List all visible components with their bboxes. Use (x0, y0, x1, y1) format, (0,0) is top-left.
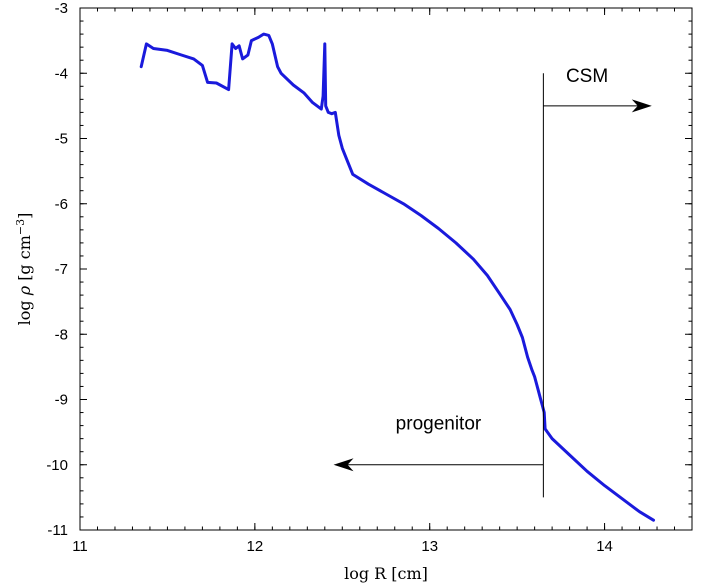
annotation-arrow-head (333, 458, 354, 472)
y-tick-label: -5 (55, 131, 68, 148)
annotation-label: CSM (566, 66, 608, 87)
y-tick-label: -7 (55, 261, 68, 278)
y-tick-label: -9 (55, 392, 68, 409)
y-tick-label: -6 (55, 196, 68, 213)
axis-tick-labels: 11 12 13 14 -11 -10 -9 -8 -7 -6 -5 -4 -3 (46, 0, 613, 555)
axis-ticks (79, 7, 693, 531)
annotations: CSM progenitor (333, 66, 652, 472)
y-axis-label: log ρ [g cm−3] (14, 213, 35, 326)
annotation-label: progenitor (396, 413, 482, 434)
y-tick-label: -11 (47, 522, 68, 539)
x-tick-label: 11 (72, 538, 88, 555)
y-tick-label: -3 (55, 0, 68, 17)
annotation-arrow-head (631, 99, 652, 113)
y-tick-label: -4 (55, 65, 68, 82)
x-tick-label: 14 (596, 538, 613, 555)
y-tick-label: -10 (46, 457, 68, 474)
x-tick-label: 13 (421, 538, 438, 555)
x-tick-label: 12 (247, 538, 264, 555)
x-axis-label: log R [cm] (344, 564, 428, 583)
density-profile-line (139, 32, 655, 522)
y-tick-label: -8 (55, 326, 68, 343)
